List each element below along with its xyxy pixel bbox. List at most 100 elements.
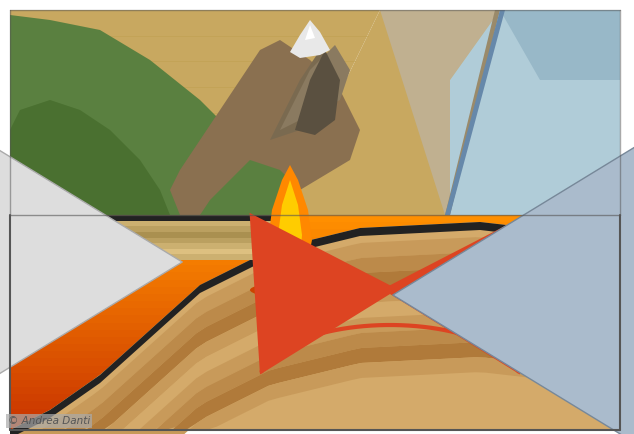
Polygon shape bbox=[10, 351, 620, 358]
Polygon shape bbox=[10, 215, 280, 220]
Polygon shape bbox=[10, 265, 620, 272]
Polygon shape bbox=[10, 100, 170, 215]
Polygon shape bbox=[10, 272, 620, 279]
Polygon shape bbox=[620, 322, 628, 330]
Polygon shape bbox=[10, 416, 620, 423]
Polygon shape bbox=[500, 10, 620, 80]
Polygon shape bbox=[10, 267, 620, 434]
Polygon shape bbox=[10, 222, 620, 434]
Polygon shape bbox=[620, 330, 629, 337]
Ellipse shape bbox=[285, 322, 295, 338]
Polygon shape bbox=[620, 272, 625, 279]
Polygon shape bbox=[10, 215, 620, 222]
Polygon shape bbox=[620, 308, 628, 316]
Polygon shape bbox=[620, 265, 624, 272]
Polygon shape bbox=[10, 312, 620, 434]
Polygon shape bbox=[10, 258, 620, 265]
Polygon shape bbox=[620, 380, 632, 387]
Polygon shape bbox=[10, 365, 620, 373]
Polygon shape bbox=[10, 380, 620, 387]
Polygon shape bbox=[620, 351, 630, 358]
Polygon shape bbox=[620, 408, 634, 416]
Polygon shape bbox=[280, 45, 350, 130]
Polygon shape bbox=[620, 294, 626, 301]
Polygon shape bbox=[278, 180, 302, 260]
Polygon shape bbox=[10, 337, 620, 344]
Polygon shape bbox=[10, 222, 620, 430]
Polygon shape bbox=[620, 401, 633, 408]
Polygon shape bbox=[280, 10, 620, 215]
Polygon shape bbox=[10, 287, 620, 294]
Polygon shape bbox=[620, 373, 631, 380]
Polygon shape bbox=[620, 237, 623, 243]
Polygon shape bbox=[10, 373, 620, 380]
Polygon shape bbox=[10, 316, 620, 322]
Polygon shape bbox=[10, 251, 620, 258]
Polygon shape bbox=[10, 357, 620, 434]
Polygon shape bbox=[620, 344, 630, 351]
Polygon shape bbox=[620, 258, 624, 265]
Polygon shape bbox=[450, 10, 620, 215]
Polygon shape bbox=[10, 358, 620, 365]
Polygon shape bbox=[10, 297, 620, 434]
Polygon shape bbox=[620, 215, 621, 222]
Polygon shape bbox=[10, 232, 280, 237]
Polygon shape bbox=[10, 342, 620, 434]
Polygon shape bbox=[290, 20, 330, 58]
Polygon shape bbox=[10, 322, 620, 330]
Polygon shape bbox=[10, 252, 620, 434]
Ellipse shape bbox=[280, 337, 290, 353]
Ellipse shape bbox=[250, 283, 330, 297]
Polygon shape bbox=[282, 260, 298, 320]
Polygon shape bbox=[10, 344, 620, 351]
Polygon shape bbox=[620, 358, 631, 365]
Polygon shape bbox=[10, 215, 280, 221]
Polygon shape bbox=[10, 222, 620, 229]
Polygon shape bbox=[10, 423, 620, 430]
Polygon shape bbox=[10, 220, 280, 226]
Polygon shape bbox=[445, 10, 505, 215]
Polygon shape bbox=[295, 50, 340, 135]
Polygon shape bbox=[10, 408, 620, 416]
Polygon shape bbox=[10, 327, 620, 434]
Polygon shape bbox=[10, 10, 380, 215]
Polygon shape bbox=[200, 160, 300, 215]
Polygon shape bbox=[620, 365, 631, 373]
Polygon shape bbox=[10, 282, 620, 434]
Text: © Andrea Danti: © Andrea Danti bbox=[8, 416, 90, 426]
Polygon shape bbox=[620, 337, 630, 344]
Polygon shape bbox=[10, 330, 620, 337]
Polygon shape bbox=[270, 50, 340, 140]
Polygon shape bbox=[10, 249, 280, 254]
Polygon shape bbox=[10, 243, 280, 249]
Polygon shape bbox=[10, 237, 620, 243]
Polygon shape bbox=[10, 294, 620, 301]
Polygon shape bbox=[10, 394, 620, 401]
Polygon shape bbox=[620, 222, 622, 229]
Polygon shape bbox=[620, 316, 628, 322]
Polygon shape bbox=[620, 394, 633, 401]
Polygon shape bbox=[10, 229, 620, 237]
Polygon shape bbox=[620, 279, 626, 287]
Polygon shape bbox=[10, 279, 620, 287]
Polygon shape bbox=[10, 226, 280, 232]
Polygon shape bbox=[445, 10, 500, 215]
Polygon shape bbox=[620, 287, 626, 294]
Polygon shape bbox=[10, 308, 620, 316]
Polygon shape bbox=[10, 243, 620, 251]
Polygon shape bbox=[620, 301, 627, 308]
Polygon shape bbox=[10, 237, 620, 434]
Polygon shape bbox=[380, 10, 500, 215]
Polygon shape bbox=[620, 251, 624, 258]
Polygon shape bbox=[620, 423, 634, 430]
Polygon shape bbox=[305, 25, 315, 40]
Polygon shape bbox=[620, 416, 634, 423]
Polygon shape bbox=[268, 165, 312, 260]
Polygon shape bbox=[10, 15, 300, 215]
Polygon shape bbox=[10, 237, 280, 243]
Polygon shape bbox=[10, 254, 280, 260]
Polygon shape bbox=[620, 229, 623, 237]
Polygon shape bbox=[10, 387, 620, 394]
Ellipse shape bbox=[300, 312, 310, 328]
Polygon shape bbox=[10, 222, 620, 430]
